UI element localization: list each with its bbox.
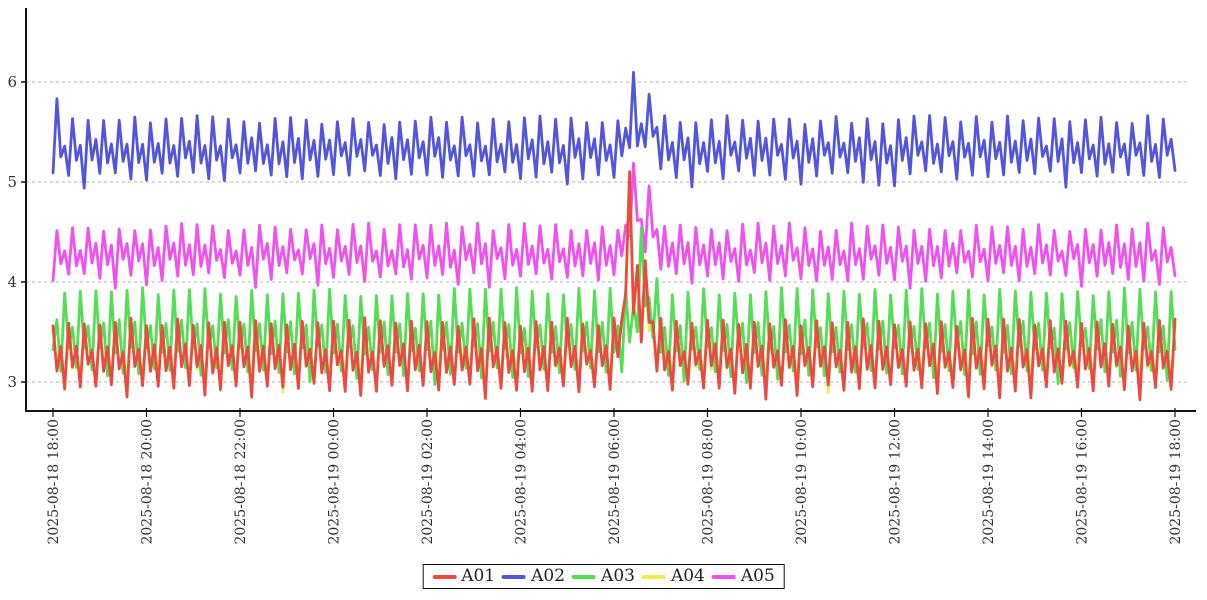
legend-item-a01[interactable]: A01 [432,568,495,585]
x-tick-label: 2025-08-19 06:00 [607,419,623,545]
x-tick-label: 2025-08-19 02:00 [420,419,436,545]
legend-label-a02: A02 [531,566,566,586]
legend-item-a03[interactable]: A03 [572,568,635,585]
legend-swatch-a02 [502,574,527,579]
series-a03-line [51,226,1177,387]
legend-swatch-a01 [432,574,457,579]
x-tick-label: 2025-08-19 08:00 [701,419,717,545]
legend-label-a03: A03 [601,566,635,586]
series-a01-line [51,170,1177,402]
legend-label-a04: A04 [670,566,705,586]
x-tick-label: 2025-08-19 18:00 [1168,419,1184,545]
y-tick-label: 4 [7,273,17,291]
chart-legend: A01 A02 A03 A04 A05 [422,564,785,589]
x-tick-label: 2025-08-19 12:00 [888,419,904,545]
x-tick-label: 2025-08-19 00:00 [327,419,343,545]
x-tick-label: 2025-08-18 22:00 [233,419,249,545]
legend-item-a02[interactable]: A02 [502,568,565,585]
x-tick-label: 2025-08-18 18:00 [46,419,62,545]
x-tick-label: 2025-08-18 20:00 [140,419,156,545]
y-tick-label: 6 [7,73,17,91]
y-tick-label: 5 [7,173,17,191]
legend-swatch-a04 [641,574,666,579]
x-tick-label: 2025-08-19 04:00 [514,419,530,545]
legend-item-a04[interactable]: A04 [641,566,705,586]
series-a02-line [51,70,1177,190]
legend-label-a01: A01 [461,566,496,586]
y-tick-label: 3 [7,373,17,391]
legend-swatch-a05 [711,574,736,579]
series-a05-line [51,161,1177,290]
legend-swatch-a03 [572,574,597,579]
x-tick-label: 2025-08-19 14:00 [981,419,997,545]
x-tick-label: 2025-08-19 16:00 [1075,419,1091,545]
legend-label-a05: A05 [740,566,775,586]
x-tick-label: 2025-08-19 10:00 [794,419,810,545]
legend-item-a05[interactable]: A05 [711,566,775,586]
